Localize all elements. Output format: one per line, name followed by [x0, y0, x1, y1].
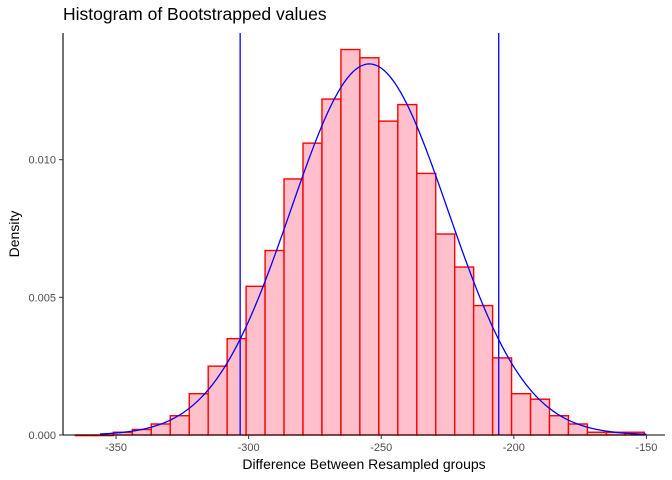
chart-title: Histogram of Bootstrapped values — [63, 4, 327, 24]
histogram-bar-23 — [491, 357, 513, 436]
histogram-bar-20 — [435, 233, 456, 436]
x-axis-label: Difference Between Resampled groups — [242, 456, 485, 472]
x-tick-label: -200 — [503, 442, 525, 454]
histogram-bar-14 — [321, 98, 342, 436]
reference-lines-layer — [239, 33, 500, 435]
histogram-bar-22 — [472, 304, 494, 436]
density-curve-layer — [100, 63, 647, 435]
histogram-bar-9 — [226, 337, 247, 436]
histogram-bar-10 — [245, 285, 266, 436]
y-axis-label: Density — [6, 211, 22, 258]
histogram-bar-5 — [150, 423, 171, 436]
histogram-bar-19 — [416, 172, 437, 436]
histogram-bar-24 — [510, 392, 532, 436]
histogram-bar-12 — [283, 178, 304, 436]
histogram-bar-17 — [378, 120, 399, 436]
x-tick-label: -350 — [105, 442, 127, 454]
bars-layer — [74, 48, 646, 437]
histogram-bar-11 — [264, 249, 285, 436]
x-tick-label: -150 — [635, 442, 657, 454]
histogram-bar-16 — [359, 57, 380, 436]
histogram-bar-21 — [453, 266, 475, 436]
density-curve — [100, 63, 647, 435]
histogram-bar-13 — [302, 142, 323, 436]
histogram-bar-25 — [529, 398, 551, 436]
histogram-bar-27 — [567, 423, 589, 436]
y-tick-label: 0.010 — [28, 155, 56, 167]
x-tick-label: -250 — [370, 442, 392, 454]
histogram-bar-15 — [340, 48, 361, 436]
histogram-bar-18 — [397, 103, 418, 436]
y-tick-label: 0.000 — [28, 430, 56, 442]
x-tick-label: -300 — [238, 442, 260, 454]
axes-layer: -350 -300 -250 -200 -150 0.000 0.005 0.010 — [28, 33, 665, 454]
y-tick-label: 0.005 — [28, 292, 56, 304]
